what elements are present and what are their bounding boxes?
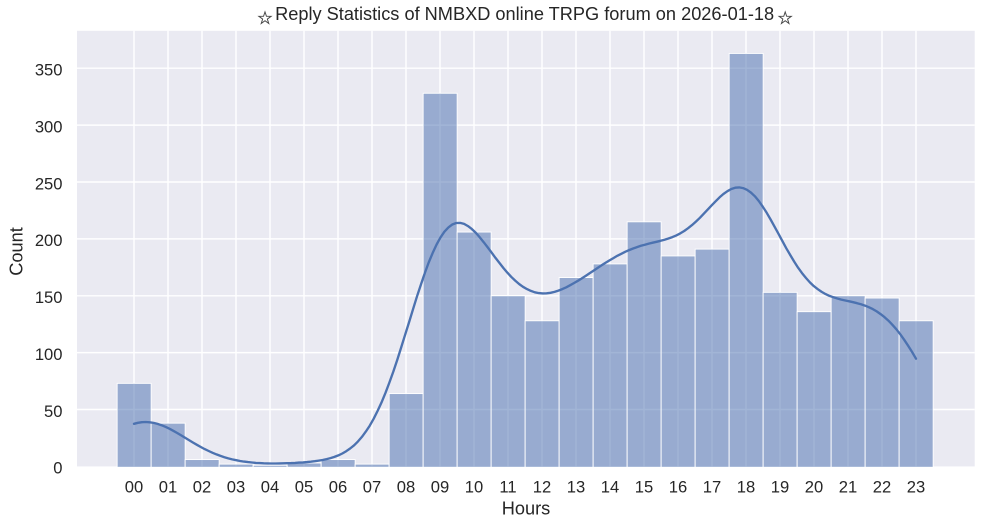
svg-text:01: 01	[159, 478, 177, 497]
svg-text:350: 350	[35, 61, 63, 80]
svg-text:11: 11	[499, 478, 516, 497]
svg-text:17: 17	[703, 478, 721, 497]
svg-text:250: 250	[35, 174, 63, 193]
svg-text:05: 05	[295, 478, 313, 497]
svg-text:19: 19	[771, 478, 789, 497]
svg-text:50: 50	[44, 402, 62, 421]
svg-text:0: 0	[53, 459, 62, 478]
svg-text:13: 13	[567, 478, 585, 497]
svg-text:22: 22	[873, 478, 891, 497]
svg-text:18: 18	[737, 478, 755, 497]
svg-text:16: 16	[669, 478, 687, 497]
svg-text:00: 00	[125, 478, 143, 497]
svg-text:12: 12	[533, 478, 551, 497]
svg-text:Count: Count	[7, 227, 27, 276]
svg-text:10: 10	[465, 478, 483, 497]
svg-text:Hours: Hours	[502, 499, 551, 519]
svg-text:21: 21	[839, 478, 857, 497]
svg-text:06: 06	[329, 478, 347, 497]
svg-text:300: 300	[35, 117, 63, 136]
svg-text:Reply Statistics of NMBXD onli: Reply Statistics of NMBXD online TRPG fo…	[275, 4, 774, 24]
svg-text:07: 07	[363, 478, 381, 497]
svg-text:150: 150	[35, 288, 63, 307]
svg-text:02: 02	[193, 478, 211, 497]
svg-text:04: 04	[261, 478, 279, 497]
svg-text:03: 03	[227, 478, 245, 497]
svg-text:14: 14	[601, 478, 619, 497]
svg-text:08: 08	[397, 478, 415, 497]
svg-text:23: 23	[907, 478, 925, 497]
svg-text:100: 100	[35, 345, 63, 364]
svg-text:200: 200	[35, 231, 63, 250]
svg-text:15: 15	[635, 478, 653, 497]
svg-text:20: 20	[805, 478, 823, 497]
svg-text:09: 09	[431, 478, 449, 497]
